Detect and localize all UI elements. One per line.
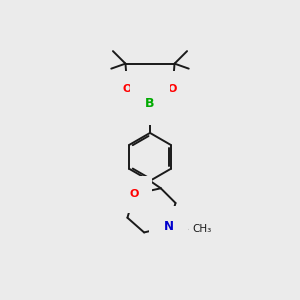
Text: O: O [168,84,177,94]
Text: O: O [123,84,132,94]
Text: B: B [145,98,155,110]
Text: N: N [164,220,174,233]
Text: O: O [130,189,139,199]
Text: CH₃: CH₃ [192,224,212,235]
